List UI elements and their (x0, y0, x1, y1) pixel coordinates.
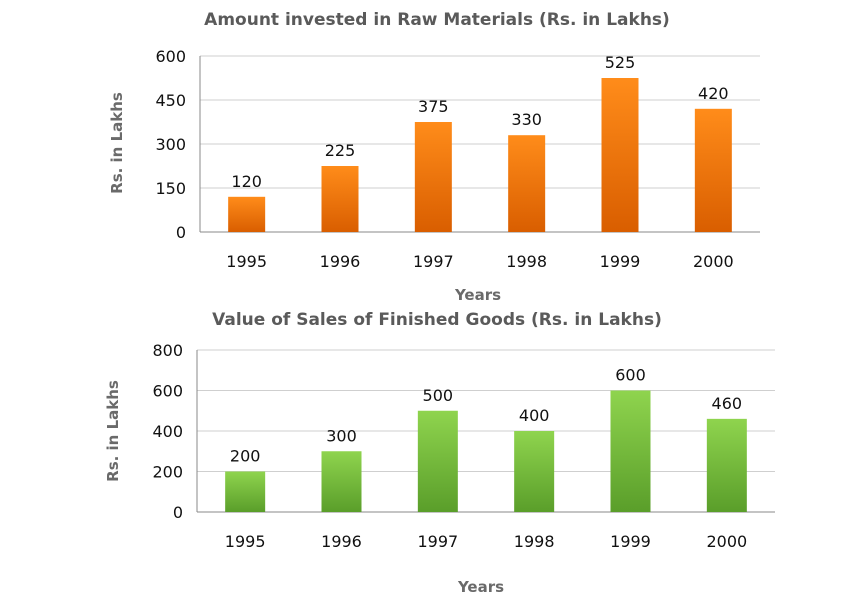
plot-area: 0 200 400 600 800 200 1995 300 1996 500 1997 400 199… (152, 341, 775, 551)
data-label-1999: 600 (615, 366, 646, 385)
y-tick-label: 0 (173, 503, 183, 522)
x-tick-label-1998: 1998 (514, 532, 555, 551)
x-tick-label-1996: 1996 (321, 532, 362, 551)
plot-area: 0 150 300 450 600 120 1995 225 1996 375 1997 330 199… (155, 47, 760, 271)
data-label-2000: 420 (698, 84, 729, 103)
bar-2000 (706, 418, 747, 512)
chart-sales-finished-goods: Value of Sales of Finished Goods (Rs. in… (104, 310, 775, 596)
y-tick-label: 450 (155, 91, 186, 110)
x-tick-label-1997: 1997 (417, 532, 458, 551)
x-tick-label-1995: 1995 (225, 532, 266, 551)
x-axis-title: Years (454, 286, 501, 304)
chart-raw-materials: Amount invested in Raw Materials (Rs. in… (108, 10, 760, 304)
data-label-2000: 460 (712, 394, 743, 413)
x-tick-label-1995: 1995 (226, 252, 267, 271)
chart-title: Amount invested in Raw Materials (Rs. in… (204, 10, 670, 30)
data-label-1995: 120 (231, 172, 262, 191)
x-tick-label-1999: 1999 (610, 532, 651, 551)
x-tick-label-2000: 2000 (693, 252, 734, 271)
data-label-1995: 200 (230, 447, 261, 466)
y-tick-label: 600 (152, 382, 183, 401)
data-label-1998: 330 (511, 110, 542, 129)
y-tick-label: 800 (152, 341, 183, 360)
y-tick-label: 200 (152, 463, 183, 482)
bar-1998 (514, 431, 555, 512)
data-label-1997: 375 (418, 97, 449, 116)
y-axis-title: Rs. in Lakhs (108, 92, 126, 194)
bar-1996 (321, 451, 362, 512)
bar-1995 (228, 196, 266, 232)
data-label-1999: 525 (605, 53, 636, 72)
x-tick-label-1997: 1997 (413, 252, 454, 271)
bar-1997 (417, 410, 458, 512)
y-axis-title: Rs. in Lakhs (104, 380, 122, 482)
y-tick-label: 300 (155, 135, 186, 154)
y-tick-label: 0 (176, 223, 186, 242)
bar-1999 (610, 390, 651, 512)
y-tick-label: 400 (152, 422, 183, 441)
chart-title: Value of Sales of Finished Goods (Rs. in… (212, 310, 662, 330)
data-label-1997: 500 (423, 386, 454, 405)
y-tick-label: 150 (155, 179, 186, 198)
y-tick-label: 600 (155, 47, 186, 66)
x-tick-label-1999: 1999 (600, 252, 641, 271)
x-axis-title: Years (457, 578, 504, 596)
x-tick-label-1998: 1998 (506, 252, 547, 271)
x-tick-label-1996: 1996 (320, 252, 361, 271)
bar-1995 (225, 471, 266, 512)
bar-2000 (694, 108, 732, 232)
data-label-1996: 300 (326, 426, 357, 445)
bar-1998 (508, 135, 546, 232)
bar-1999 (601, 78, 639, 232)
data-label-1996: 225 (325, 141, 356, 160)
bar-1997 (414, 122, 452, 232)
bar-1996 (321, 166, 359, 232)
x-tick-label-2000: 2000 (706, 532, 747, 551)
data-label-1998: 400 (519, 406, 550, 425)
